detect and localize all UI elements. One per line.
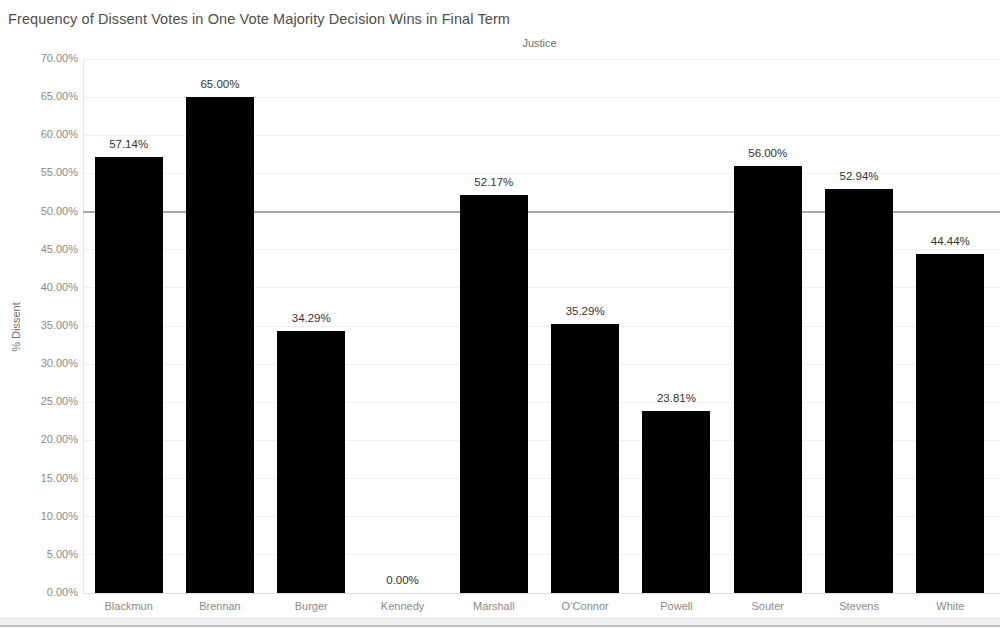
x-tick-label-burger: Burger — [266, 600, 357, 612]
bar-oconnor[interactable] — [551, 324, 619, 593]
x-tick-label-white: White — [905, 600, 996, 612]
y-tick-label: 15.00% — [18, 472, 78, 484]
y-tick-label: 30.00% — [18, 357, 78, 369]
x-tick-label-powell: Powell — [631, 600, 722, 612]
x-tick-label-stevens: Stevens — [814, 600, 905, 612]
x-tick-label-kennedy: Kennedy — [357, 600, 448, 612]
bar-brennan[interactable] — [186, 97, 254, 593]
x-tick-label-souter: Souter — [722, 600, 813, 612]
bar-value-label: 56.00% — [723, 147, 813, 159]
bar-value-label: 34.29% — [266, 312, 356, 324]
x-tick-label-marshall: Marshall — [448, 600, 539, 612]
bar-value-label: 65.00% — [175, 78, 265, 90]
y-tick-label: 0.00% — [18, 586, 78, 598]
y-tick-label: 60.00% — [18, 128, 78, 140]
y-tick-label: 65.00% — [18, 90, 78, 102]
chart-title: Frequency of Dissent Votes in One Vote M… — [8, 11, 510, 27]
y-tick-label: 55.00% — [18, 166, 78, 178]
bar-value-label: 23.81% — [631, 392, 721, 404]
x-axis-title: Justice — [83, 37, 996, 49]
bar-souter[interactable] — [734, 166, 802, 593]
bar-value-label: 57.14% — [84, 138, 174, 150]
y-tick-label: 25.00% — [18, 395, 78, 407]
y-tick-label: 50.00% — [18, 205, 78, 217]
bar-white[interactable] — [916, 254, 984, 593]
bar-value-label: 0.00% — [358, 574, 448, 586]
dissent-votes-bar-chart: Frequency of Dissent Votes in One Vote M… — [0, 0, 1000, 628]
bar-stevens[interactable] — [825, 189, 893, 593]
bar-value-label: 52.17% — [449, 176, 539, 188]
y-tick-label: 10.00% — [18, 510, 78, 522]
y-tick-label: 45.00% — [18, 243, 78, 255]
bar-value-label: 44.44% — [905, 235, 995, 247]
bar-powell[interactable] — [642, 411, 710, 593]
y-tick-label: 20.00% — [18, 433, 78, 445]
y-tick-label: 35.00% — [18, 319, 78, 331]
gridline-70pct — [83, 59, 1000, 60]
horizontal-scrollbar[interactable] — [0, 618, 1000, 627]
bar-marshall[interactable] — [460, 195, 528, 593]
y-tick-label: 40.00% — [18, 281, 78, 293]
y-tick-label: 5.00% — [18, 548, 78, 560]
x-tick-label-brennan: Brennan — [174, 600, 265, 612]
bar-value-label: 35.29% — [540, 305, 630, 317]
bar-value-label: 52.94% — [814, 170, 904, 182]
bar-blackmun[interactable] — [95, 157, 163, 593]
y-tick-label: 70.00% — [18, 52, 78, 64]
x-tick-label-oconnor: O’Connor — [540, 600, 631, 612]
x-tick-label-blackmun: Blackmun — [83, 600, 174, 612]
bar-burger[interactable] — [277, 331, 345, 593]
